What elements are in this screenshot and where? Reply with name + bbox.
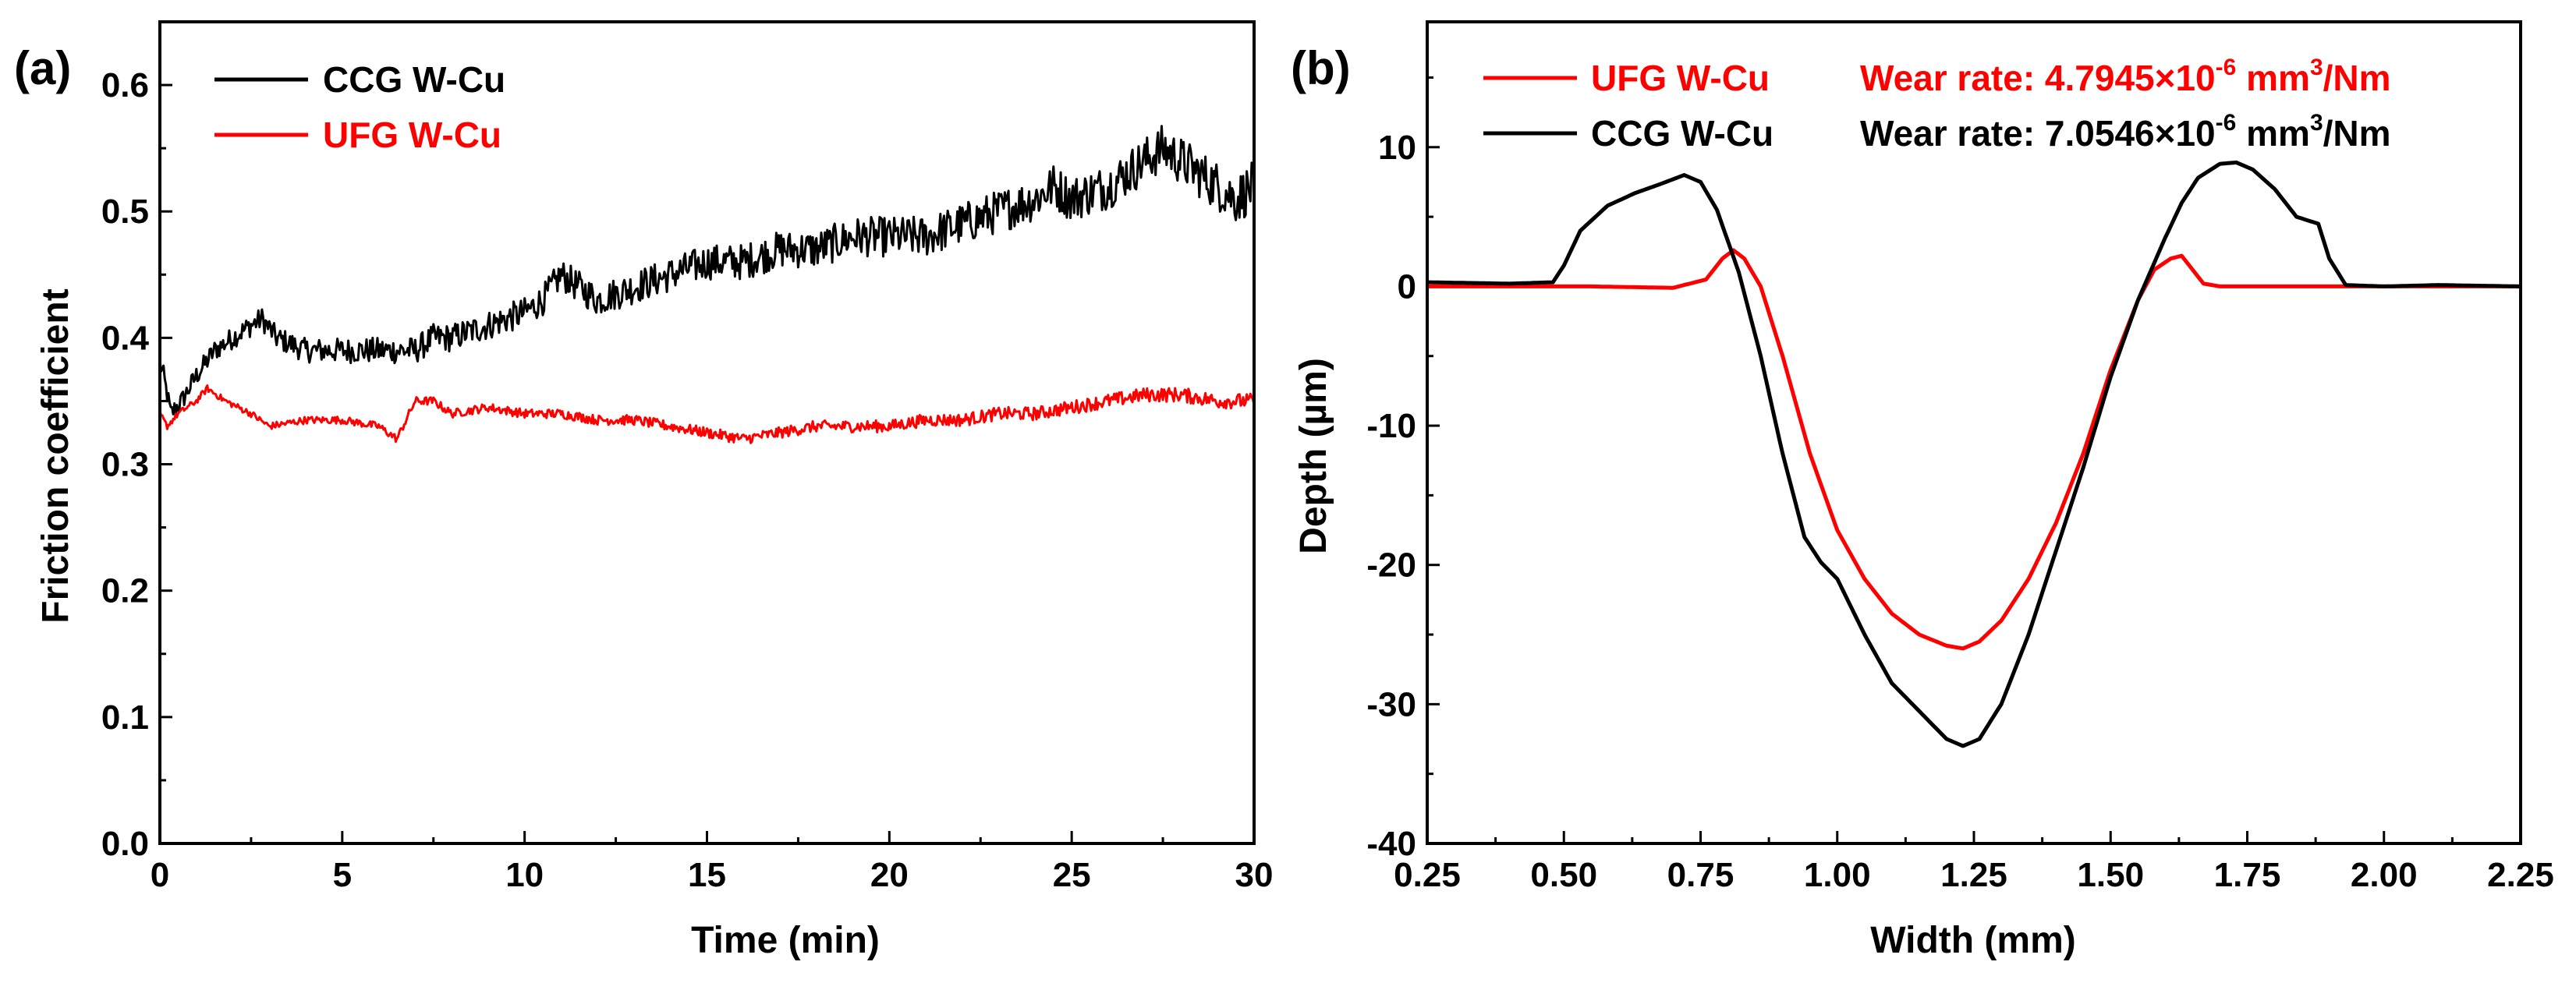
x-tick-label: 1.50 [2077, 856, 2144, 894]
panel-a-legend: CCG W-Cu UFG W-Cu [214, 59, 505, 155]
panel-a-y-axis-title: Friction coefficient [35, 288, 76, 623]
x-tick-label: 0 [151, 856, 169, 894]
panel-b-wear-rate-ufg: Wear rate: 4.7945×10-6 mm3/Nm [1860, 55, 2391, 98]
panel-a-legend-label-ccg: CCG W-Cu [323, 59, 505, 100]
y-tick-label: 0.4 [101, 319, 150, 357]
panel-b-legend-label-ccg: CCG W-Cu [1591, 113, 1773, 154]
panel-a-x-axis-title: Time (min) [691, 920, 880, 961]
series-line-ufg-w-cu [1427, 248, 2521, 651]
panel-b-series [1427, 160, 2521, 748]
x-tick-label: 1.75 [2214, 856, 2281, 894]
x-tick-label: 15 [688, 856, 726, 894]
wear-rate-ufg-unit-exponent: 3 [2310, 55, 2323, 80]
x-tick-label: 0.75 [1667, 856, 1734, 894]
y-tick-label: 0.1 [101, 698, 149, 737]
panel-b-tick-labels: 0.25 0.50 0.75 1.00 1.25 1.50 1.75 2.00 2.25 -40 -… [1366, 129, 2553, 894]
wear-rate-ufg-prefix: Wear rate: 4.7945×10 [1860, 58, 2216, 98]
y-tick-label: 0.5 [101, 193, 149, 231]
panel-b-plot-frame [1426, 20, 2522, 845]
y-tick-label: 0.2 [101, 572, 149, 610]
panel-a-plot-frame [158, 20, 1256, 845]
y-tick-label: -10 [1366, 407, 1416, 445]
y-tick-label: 10 [1378, 129, 1416, 167]
series-line-ccg-w-cu [1427, 160, 2521, 748]
x-tick-label: 20 [870, 856, 909, 894]
x-tick-label: 25 [1053, 856, 1091, 894]
wear-rate-ccg-unit-exponent: 3 [2310, 110, 2323, 136]
panel-b-y-axis-title: Depth (µm) [1293, 358, 1334, 554]
x-tick-label: 5 [333, 856, 352, 894]
y-tick-label: -30 [1366, 685, 1416, 723]
series-line-ccg-w-cu [158, 125, 1256, 416]
y-tick-label: 0.6 [101, 66, 149, 104]
panel-a-legend-label-ufg: UFG W-Cu [323, 115, 501, 155]
y-tick-label: -20 [1366, 546, 1416, 585]
x-tick-label: 1.00 [1804, 856, 1871, 894]
wear-rate-ufg-unit: mm [2236, 58, 2310, 98]
panel-a-label: (a) [14, 42, 71, 94]
wear-rate-ccg-unit-tail: /Nm [2323, 113, 2391, 154]
panel-b-label: (b) [1291, 42, 1351, 94]
x-tick-label: 1.25 [1940, 856, 2007, 894]
y-tick-label: 0.0 [101, 825, 149, 863]
panel-a-tick-labels: 0 5 10 15 20 25 30 0.0 0.1 0.2 0.3 0.4 0.5 0.6 [101, 66, 1274, 894]
x-tick-label: 0.50 [1530, 856, 1597, 894]
y-tick-label: 0.3 [101, 446, 149, 484]
panel-a-series [158, 125, 1256, 444]
x-tick-label: 2.25 [2487, 856, 2554, 894]
wear-rate-ufg-unit-tail: /Nm [2323, 58, 2391, 98]
x-tick-label: 30 [1235, 856, 1274, 894]
wear-rate-ccg-exponent: -6 [2216, 110, 2237, 136]
panel-a-friction-chart: (a) 0 5 10 15 20 25 30 0.0 0.1 0.2 0.3 0.4 0.5 0.6 Ti… [14, 20, 1274, 961]
panel-b-legend-label-ufg: UFG W-Cu [1591, 58, 1770, 98]
wear-rate-ccg-unit: mm [2236, 113, 2310, 154]
panel-b-x-axis-title: Width (mm) [1870, 920, 2076, 961]
x-tick-label: 10 [505, 856, 544, 894]
y-tick-label: 0 [1398, 267, 1416, 306]
y-tick-label: -40 [1366, 825, 1416, 863]
x-tick-label: 2.00 [2351, 856, 2418, 894]
x-tick-label: 0.25 [1394, 856, 1461, 894]
wear-rate-ccg-prefix: Wear rate: 7.0546×10 [1860, 113, 2216, 154]
wear-rate-ufg-exponent: -6 [2216, 55, 2237, 80]
series-line-ufg-w-cu [158, 384, 1256, 444]
panel-b-wear-profile-chart: (b) 0.25 0.50 0.75 1.00 1.25 1.50 1.75 2.00 2.25… [1291, 20, 2554, 961]
panel-b-wear-rate-ccg: Wear rate: 7.0546×10-6 mm3/Nm [1860, 110, 2391, 154]
panel-b-legend: UFG W-Cu Wear rate: 4.7945×10-6 mm3/Nm C… [1483, 55, 2391, 154]
